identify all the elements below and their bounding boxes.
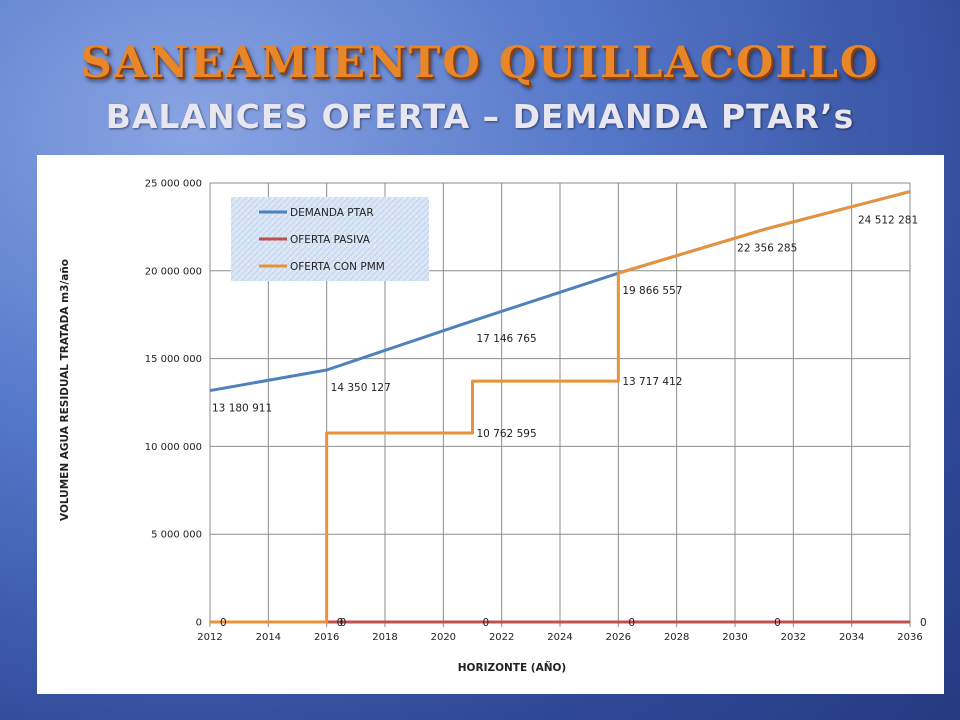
legend: DEMANDA PTAR OFERTA PASIVA OFERTA CON PM…	[231, 197, 429, 281]
y-tick-label: 20 000 000	[145, 266, 202, 277]
y-tick-label: 5 000 000	[151, 530, 202, 541]
x-axis-title: HORIZONTE (AÑO)	[458, 661, 566, 674]
data-label: 0	[920, 617, 927, 629]
data-label: 0	[628, 617, 635, 629]
y-tick-label: 0	[196, 618, 202, 629]
y-tick-label: 10 000 000	[145, 442, 202, 453]
line-chart: 0 5 000 000 10 000 000 15 000 000 20 000 000…	[59, 179, 927, 675]
slide-title: SANEAMIENTO QUILLACOLLO	[80, 38, 880, 88]
legend-label-demanda: DEMANDA PTAR	[290, 207, 374, 219]
x-tick-label: 2018	[372, 632, 397, 643]
x-tick-label: 2014	[256, 632, 281, 643]
x-tick-label: 2024	[547, 632, 572, 643]
x-tick-label: 2034	[839, 632, 864, 643]
data-label: 13 180 911	[212, 403, 272, 415]
data-label: 19 866 557	[622, 285, 682, 297]
series-oferta-pmm	[210, 190, 911, 624]
series-lines	[209, 190, 911, 624]
data-label: 13 717 412	[622, 376, 682, 388]
data-label: 0	[220, 617, 227, 629]
y-tick-label: 25 000 000	[145, 179, 202, 190]
data-label: 0	[340, 617, 347, 629]
x-tick-label: 2016	[314, 632, 339, 643]
y-axis-title: VOLUMEN AGUA RESIDUAL TRATADA m3/año	[59, 259, 71, 521]
gridlines	[209, 182, 911, 623]
legend-label-oferta-pmm: OFERTA CON PMM	[290, 261, 385, 273]
x-tick-label: 2012	[197, 632, 222, 643]
data-label: 0	[483, 617, 490, 629]
data-label: 0	[774, 617, 781, 629]
x-tick-label: 2022	[489, 632, 514, 643]
data-labels: 13 180 911 14 350 127 17 146 765 19 866 557…	[212, 215, 927, 629]
data-label: 14 350 127	[331, 382, 391, 394]
chart-panel: 0 5 000 000 10 000 000 15 000 000 20 000 000…	[37, 155, 944, 694]
axes: 0 5 000 000 10 000 000 15 000 000 20 000 000…	[145, 179, 923, 644]
x-tick-label: 2030	[722, 632, 747, 643]
legend-label-oferta-pasiva: OFERTA PASIVA	[290, 234, 371, 246]
x-tick-label: 2032	[781, 632, 806, 643]
data-label: 24 512 281	[858, 215, 918, 227]
x-tick-label: 2028	[664, 632, 689, 643]
data-label: 17 146 765	[477, 333, 537, 345]
x-tick-label: 2020	[431, 632, 456, 643]
data-label: 10 762 595	[477, 428, 537, 440]
x-tick-label: 2036	[897, 632, 922, 643]
slide-subtitle: BALANCES OFERTA – DEMANDA PTAR’s	[105, 97, 855, 136]
y-tick-label: 15 000 000	[145, 354, 202, 365]
data-label: 22 356 285	[737, 242, 797, 254]
data-label: 0	[337, 617, 344, 629]
x-tick-label: 2026	[606, 632, 631, 643]
